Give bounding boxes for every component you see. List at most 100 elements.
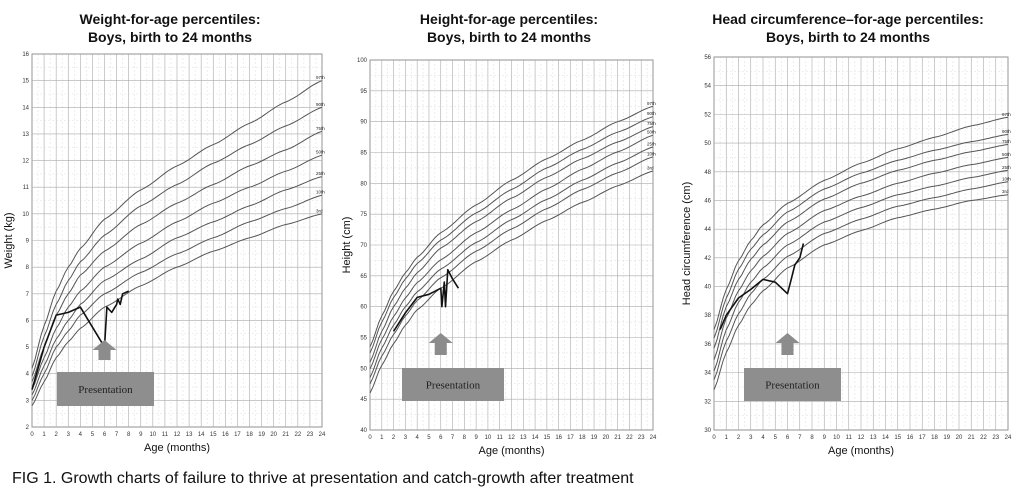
y-tick-label: 60 <box>360 305 367 311</box>
x-tick-label: 15 <box>544 435 551 441</box>
x-tick-label: 8 <box>463 435 467 441</box>
y-tick-label: 90 <box>360 120 367 126</box>
x-tick-label: 5 <box>91 432 95 438</box>
x-tick-label: 2 <box>392 435 396 441</box>
x-tick-label: 5 <box>774 435 778 441</box>
y-tick-label: 14 <box>22 105 29 111</box>
x-tick-label: 5 <box>427 435 431 441</box>
x-tick-label: 15 <box>210 432 217 438</box>
percentile-label: 75th <box>316 126 325 131</box>
percentile-label: 90th <box>647 111 656 116</box>
percentile-label: 97th <box>647 101 656 106</box>
x-tick-label: 3 <box>67 432 71 438</box>
y-tick-label: 56 <box>704 55 711 61</box>
y-tick-label: 10 <box>22 212 29 218</box>
y-tick-label: 2 <box>26 425 30 431</box>
presentation-label: Presentation <box>78 384 133 396</box>
percentile-curve-75th <box>31 130 323 382</box>
y-tick-label: 7 <box>26 292 30 298</box>
y-tick-label: 42 <box>704 256 711 262</box>
y-axis-label: Height (cm) <box>341 217 353 274</box>
x-axis-label: Age (months) <box>828 445 894 457</box>
weight-title-line1: Weight-for-age percentiles: <box>79 11 261 27</box>
percentile-label: 10th <box>316 190 325 195</box>
percentile-label: 90th <box>316 102 325 107</box>
head-chart-panel: Head circumference–for-age percentiles: … <box>678 0 1018 465</box>
weight-chart-panel: Weight-for-age percentiles: Boys, birth … <box>0 0 340 465</box>
percentile-label: 3rd <box>647 166 654 171</box>
percentile-label: 10th <box>647 151 656 156</box>
presentation-arrow-icon <box>92 340 117 360</box>
x-tick-label: 17 <box>567 435 574 441</box>
presentation-arrow-icon <box>775 333 800 355</box>
percentile-curve-25th <box>31 176 323 396</box>
x-tick-label: 22 <box>626 435 633 441</box>
x-tick-label: 6 <box>786 435 790 441</box>
x-tick-label: 21 <box>968 435 975 441</box>
x-tick-label: 4 <box>415 435 419 441</box>
percentile-label: 3rd <box>1002 189 1009 194</box>
x-tick-label: 9 <box>474 435 478 441</box>
y-axis-label: Weight (kg) <box>3 212 15 268</box>
percentile-curve-25th <box>713 169 1009 372</box>
x-tick-label: 8 <box>127 432 131 438</box>
x-tick-label: 23 <box>992 435 999 441</box>
x-tick-label: 8 <box>810 435 814 441</box>
y-tick-label: 75 <box>360 212 367 218</box>
x-tick-label: 0 <box>368 435 372 441</box>
y-tick-label: 6 <box>26 318 30 324</box>
percentile-label: 50th <box>316 150 325 155</box>
x-tick-label: 7 <box>798 435 802 441</box>
presentation-box <box>402 368 504 401</box>
x-tick-label: 17 <box>234 432 241 438</box>
x-tick-label: 11 <box>162 432 169 438</box>
y-tick-label: 5 <box>26 345 30 351</box>
x-tick-label: 22 <box>980 435 987 441</box>
y-tick-label: 36 <box>704 342 711 348</box>
head-title-line1: Head circumference–for-age percentiles: <box>712 11 984 27</box>
x-tick-label: 19 <box>591 435 598 441</box>
x-tick-label: 6 <box>439 435 443 441</box>
percentile-curve-97th <box>713 116 1009 330</box>
x-tick-label: 12 <box>174 432 181 438</box>
height-title-line2: Boys, birth to 24 months <box>426 29 592 45</box>
height-chart-panel: Height-for-age percentiles: Boys, birth … <box>340 0 678 465</box>
height-title-line1: Height-for-age percentiles: <box>419 11 599 27</box>
y-tick-label: 85 <box>360 151 367 157</box>
y-tick-label: 15 <box>22 79 29 85</box>
x-tick-label: 9 <box>139 432 143 438</box>
y-tick-label: 50 <box>360 366 367 372</box>
presentation-arrow-icon <box>428 333 453 355</box>
percentile-curve-3rd <box>713 194 1009 390</box>
x-tick-label: 1 <box>380 435 384 441</box>
x-tick-label: 16 <box>222 432 229 438</box>
patient-growth-line <box>31 290 130 390</box>
x-tick-label: 1 <box>725 435 729 441</box>
y-tick-label: 3 <box>26 398 30 404</box>
percentile-label: 75th <box>1002 139 1011 144</box>
percentile-curve-3rd <box>369 170 654 394</box>
percentile-label: 10th <box>1002 176 1011 181</box>
x-tick-label: 18 <box>931 435 938 441</box>
x-tick-label: 16 <box>555 435 562 441</box>
y-tick-label: 55 <box>360 336 367 342</box>
y-tick-label: 8 <box>26 265 30 271</box>
x-tick-label: 15 <box>894 435 901 441</box>
x-tick-label: 13 <box>186 432 193 438</box>
y-tick-label: 100 <box>357 58 368 64</box>
x-tick-label: 22 <box>294 432 301 438</box>
x-tick-label: 14 <box>198 432 205 438</box>
x-tick-label: 18 <box>246 432 253 438</box>
x-tick-label: 7 <box>451 435 455 441</box>
percentile-curve-75th <box>369 126 654 363</box>
y-tick-label: 38 <box>704 313 711 319</box>
x-tick-label: 2 <box>737 435 741 441</box>
y-tick-label: 11 <box>23 185 30 191</box>
percentile-curve-97th <box>369 105 654 348</box>
x-tick-label: 13 <box>520 435 527 441</box>
y-tick-label: 30 <box>704 428 711 434</box>
patient-growth-line <box>719 243 805 330</box>
